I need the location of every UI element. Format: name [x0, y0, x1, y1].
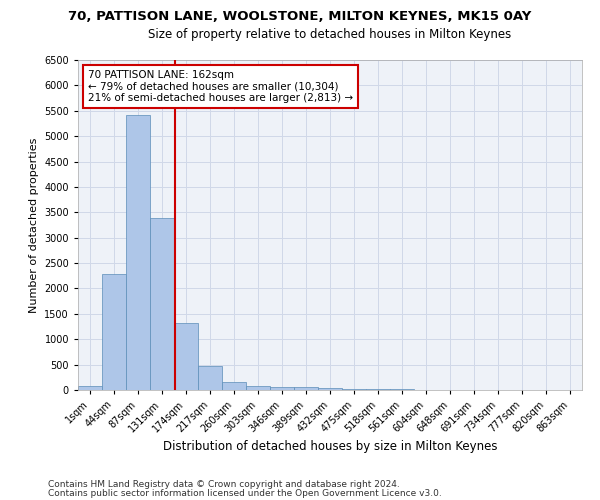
Text: 70 PATTISON LANE: 162sqm
← 79% of detached houses are smaller (10,304)
21% of se: 70 PATTISON LANE: 162sqm ← 79% of detach… [88, 70, 353, 103]
Bar [318, 388, 342, 390]
Bar [366, 389, 390, 390]
Bar [150, 218, 174, 390]
Text: Contains public sector information licensed under the Open Government Licence v3: Contains public sector information licen… [48, 488, 442, 498]
Bar [78, 386, 102, 390]
Text: Contains HM Land Registry data © Crown copyright and database right 2024.: Contains HM Land Registry data © Crown c… [48, 480, 400, 489]
X-axis label: Distribution of detached houses by size in Milton Keynes: Distribution of detached houses by size … [163, 440, 497, 452]
Bar [342, 389, 366, 390]
Bar [270, 386, 294, 390]
Bar [126, 115, 150, 390]
Bar [174, 324, 198, 390]
Bar [246, 386, 270, 390]
Bar [102, 274, 126, 390]
Title: Size of property relative to detached houses in Milton Keynes: Size of property relative to detached ho… [148, 28, 512, 41]
Bar [294, 388, 318, 390]
Bar [222, 382, 246, 390]
Text: 70, PATTISON LANE, WOOLSTONE, MILTON KEYNES, MK15 0AY: 70, PATTISON LANE, WOOLSTONE, MILTON KEY… [68, 10, 532, 23]
Y-axis label: Number of detached properties: Number of detached properties [29, 138, 38, 312]
Bar [198, 366, 222, 390]
